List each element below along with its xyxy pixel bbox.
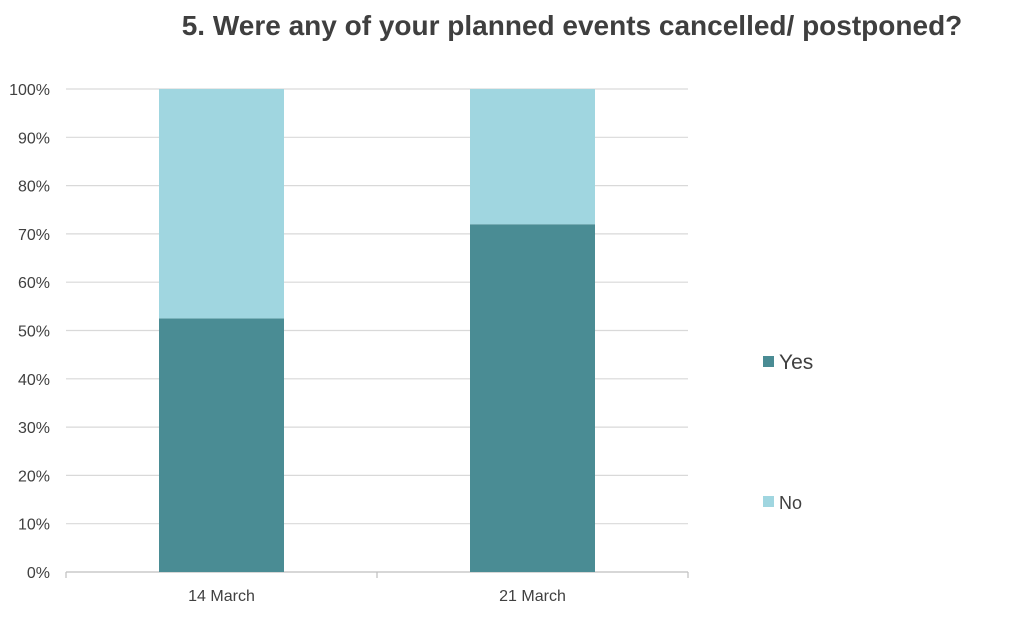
legend-label-yes: Yes bbox=[779, 351, 813, 374]
y-tick-label: 60% bbox=[18, 275, 50, 292]
bar-no-0 bbox=[159, 89, 284, 319]
legend-label-no: No bbox=[779, 493, 802, 513]
x-tick-label: 14 March bbox=[188, 588, 255, 605]
bar-yes-1 bbox=[470, 224, 595, 573]
legend-swatch-yes bbox=[763, 356, 774, 367]
legend-swatch-no bbox=[763, 496, 774, 507]
x-tick-label: 21 March bbox=[499, 588, 566, 605]
y-tick-label: 50% bbox=[18, 324, 50, 341]
chart-title: 5. Were any of your planned events cance… bbox=[181, 10, 963, 41]
y-tick-label: 100% bbox=[9, 82, 50, 99]
y-tick-label: 90% bbox=[18, 130, 50, 147]
y-tick-label: 80% bbox=[18, 179, 50, 196]
y-tick-label: 40% bbox=[18, 372, 50, 389]
y-tick-label: 0% bbox=[27, 565, 50, 582]
y-tick-label: 30% bbox=[18, 420, 50, 437]
y-tick-label: 10% bbox=[18, 517, 50, 534]
bar-yes-0 bbox=[159, 318, 284, 572]
bar-no-1 bbox=[470, 89, 595, 225]
y-tick-label: 70% bbox=[18, 227, 50, 244]
y-tick-label: 20% bbox=[18, 468, 50, 485]
